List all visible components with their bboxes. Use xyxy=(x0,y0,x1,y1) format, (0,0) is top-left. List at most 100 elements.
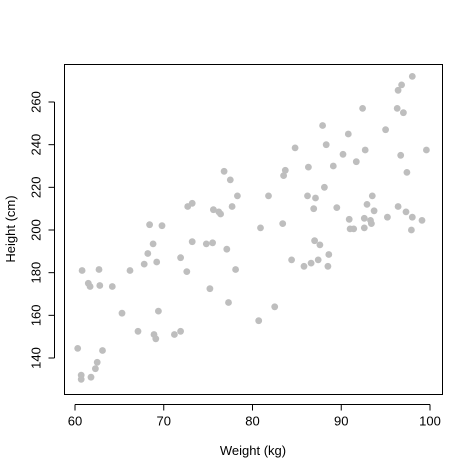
data-point-20 xyxy=(149,240,157,248)
data-point-69 xyxy=(329,162,337,170)
data-point-70 xyxy=(333,204,341,212)
data-point-32 xyxy=(188,238,196,246)
data-point-51 xyxy=(280,172,287,180)
data-point-43 xyxy=(228,203,236,210)
data-point-47 xyxy=(257,224,264,232)
data-point-11 xyxy=(96,282,104,289)
y-tick-label-220: 220 xyxy=(29,176,44,198)
data-point-44 xyxy=(232,266,240,273)
data-point-71 xyxy=(339,150,347,158)
data-point-7 xyxy=(87,373,95,381)
data-point-56 xyxy=(304,192,311,200)
data-point-100 xyxy=(423,146,430,154)
y-axis-title: Height (cm) xyxy=(3,195,18,262)
data-point-29 xyxy=(183,268,191,275)
data-point-99 xyxy=(418,217,426,224)
data-point-86 xyxy=(382,126,389,134)
x-tick-label-80: 80 xyxy=(245,414,259,429)
data-point-45 xyxy=(234,192,241,200)
data-point-27 xyxy=(177,327,185,335)
data-point-12 xyxy=(99,347,106,354)
data-point-63 xyxy=(316,241,324,249)
y-tick-label-260: 260 xyxy=(29,91,44,113)
data-point-36 xyxy=(210,206,217,214)
y-axis: 140 160 180 200 220 240 260 xyxy=(29,91,55,369)
plot-area-frame xyxy=(64,64,443,395)
data-point-87 xyxy=(384,213,391,221)
data-point-53 xyxy=(288,256,295,264)
data-point-18 xyxy=(144,250,152,257)
x-tick-label-60: 60 xyxy=(68,414,82,429)
data-point-26 xyxy=(171,331,178,338)
data-point-42 xyxy=(226,176,234,184)
y-tick-label-140: 140 xyxy=(29,347,44,369)
data-point-9 xyxy=(93,358,101,366)
data-point-81 xyxy=(363,201,371,208)
data-point-93 xyxy=(400,109,407,117)
data-point-79 xyxy=(360,224,368,232)
x-axis-title: Weight (kg) xyxy=(220,443,286,458)
data-point-55 xyxy=(300,262,308,270)
data-point-31 xyxy=(188,199,196,207)
data-point-13 xyxy=(108,283,116,290)
data-point-10 xyxy=(95,266,103,273)
data-point-72 xyxy=(344,130,352,138)
data-point-68 xyxy=(325,251,333,258)
data-point-35 xyxy=(209,239,217,247)
data-point-64 xyxy=(319,122,326,129)
data-point-40 xyxy=(223,245,231,253)
data-point-50 xyxy=(279,220,287,228)
data-point-97 xyxy=(408,73,416,80)
data-point-80 xyxy=(361,146,369,154)
data-point-46 xyxy=(255,317,263,325)
data-point-77 xyxy=(359,105,366,112)
data-point-58 xyxy=(307,259,315,267)
data-point-57 xyxy=(305,163,312,171)
data-point-41 xyxy=(225,299,232,306)
data-point-48 xyxy=(265,192,272,200)
data-point-91 xyxy=(397,151,405,159)
data-point-25 xyxy=(158,222,166,230)
y-tick-label-180: 180 xyxy=(29,262,44,284)
data-point-89 xyxy=(394,203,402,210)
x-tick-label-100: 100 xyxy=(419,414,441,429)
data-point-84 xyxy=(368,192,376,200)
data-point-98 xyxy=(408,213,416,221)
data-point-65 xyxy=(321,183,328,191)
data-point-16 xyxy=(134,327,142,335)
data-point-85 xyxy=(370,207,378,215)
data-point-28 xyxy=(177,254,185,262)
data-point-1 xyxy=(74,345,82,352)
y-tick-label-240: 240 xyxy=(29,134,44,156)
data-point-52 xyxy=(281,166,289,174)
data-point-73 xyxy=(345,215,353,223)
data-point-19 xyxy=(146,221,154,229)
data-point-62 xyxy=(314,256,322,264)
data-point-3 xyxy=(77,375,85,383)
data-point-54 xyxy=(291,144,299,152)
data-point-23 xyxy=(153,258,161,266)
data-point-67 xyxy=(324,262,332,270)
data-point-92 xyxy=(398,81,405,89)
data-point-60 xyxy=(311,237,318,245)
data-point-33 xyxy=(202,240,210,248)
data-point-88 xyxy=(393,105,401,112)
data-point-39 xyxy=(220,167,228,175)
data-point-83 xyxy=(368,220,375,228)
data-point-96 xyxy=(408,226,415,234)
data-point-17 xyxy=(140,260,148,268)
data-point-66 xyxy=(322,141,330,149)
data-point-4 xyxy=(78,267,86,274)
data-point-94 xyxy=(402,208,410,216)
x-tick-label-70: 70 xyxy=(157,414,171,429)
data-point-34 xyxy=(206,285,214,293)
data-point-61 xyxy=(312,194,319,202)
data-point-95 xyxy=(403,169,411,176)
data-point-14 xyxy=(118,309,126,317)
data-point-24 xyxy=(155,307,162,315)
data-point-22 xyxy=(152,335,160,343)
data-point-90 xyxy=(394,86,402,94)
data-point-59 xyxy=(310,205,318,213)
